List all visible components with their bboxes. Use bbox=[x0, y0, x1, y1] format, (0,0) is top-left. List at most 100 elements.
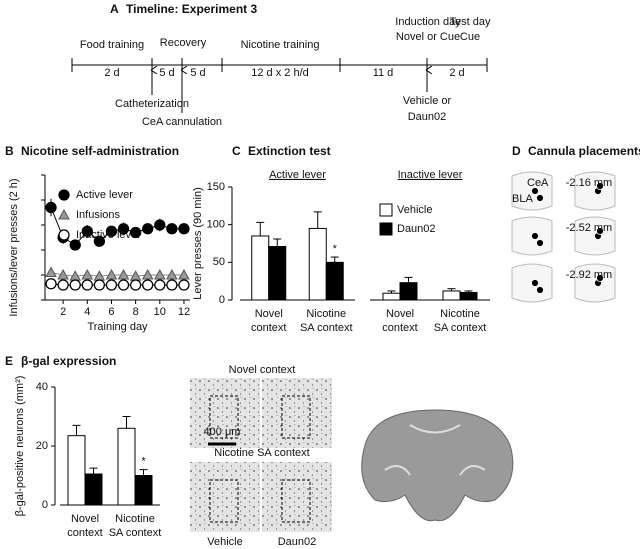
label: CeA cannulation bbox=[142, 116, 222, 128]
cannula-dot bbox=[596, 274, 604, 282]
micrograph bbox=[262, 462, 332, 532]
label: 2 bbox=[60, 306, 66, 318]
label: Cue bbox=[460, 31, 480, 43]
marker bbox=[58, 208, 70, 220]
label: BLA bbox=[512, 193, 533, 205]
label: E bbox=[5, 354, 13, 368]
marker bbox=[45, 266, 57, 277]
label: Cannula placements bbox=[528, 144, 640, 158]
label: 11 d bbox=[373, 67, 394, 79]
marker bbox=[153, 268, 166, 280]
label: 8 bbox=[133, 306, 139, 318]
label: 12 bbox=[178, 306, 190, 318]
marker bbox=[57, 279, 69, 291]
bar bbox=[268, 246, 287, 301]
label: 50 bbox=[213, 256, 225, 268]
marker bbox=[57, 268, 69, 280]
label: 0 bbox=[219, 294, 225, 306]
bar bbox=[67, 435, 86, 506]
label: Training day bbox=[87, 321, 148, 333]
label: Daun02 bbox=[397, 223, 436, 235]
marker bbox=[58, 229, 70, 241]
bar bbox=[382, 292, 401, 301]
cannula-dot bbox=[531, 232, 539, 240]
label: Novel bbox=[71, 513, 99, 525]
marker bbox=[81, 225, 93, 237]
label: Vehicle bbox=[397, 204, 432, 216]
marker bbox=[154, 219, 166, 231]
label: Lever presses (90 min) bbox=[192, 187, 204, 300]
marker bbox=[166, 223, 178, 235]
label: 0 bbox=[42, 499, 48, 511]
marker bbox=[129, 279, 142, 291]
marker bbox=[93, 235, 106, 247]
bar bbox=[117, 427, 136, 506]
label: 400 μm bbox=[204, 426, 241, 438]
marker bbox=[105, 279, 118, 291]
bar bbox=[134, 475, 153, 506]
micrograph bbox=[190, 378, 260, 448]
brain-detail bbox=[384, 424, 486, 476]
label: B bbox=[5, 144, 14, 158]
cannula-dot bbox=[536, 286, 544, 294]
marker bbox=[142, 223, 154, 235]
marker bbox=[45, 278, 57, 290]
label: Novel or Cue bbox=[396, 31, 460, 43]
label: Nicotine SA context bbox=[214, 447, 309, 459]
label: Extinction test bbox=[248, 144, 331, 158]
label: 5 d bbox=[159, 67, 174, 79]
label: -2.52 mm bbox=[566, 222, 612, 234]
label: β-gal expression bbox=[21, 354, 116, 368]
label: Nicotine self-administration bbox=[21, 144, 179, 158]
label: Novel bbox=[255, 308, 283, 320]
label: * bbox=[333, 243, 338, 255]
label: * bbox=[141, 456, 146, 468]
marker bbox=[69, 279, 81, 291]
cannula-dot bbox=[536, 239, 544, 247]
marker bbox=[93, 279, 106, 291]
label: Daun02 bbox=[408, 111, 447, 123]
label: 4 bbox=[84, 306, 90, 318]
bar bbox=[308, 227, 327, 301]
label: D bbox=[512, 144, 521, 158]
marker bbox=[178, 223, 190, 235]
label: C bbox=[232, 144, 241, 158]
bar bbox=[459, 291, 478, 301]
cannula-dot bbox=[536, 194, 544, 202]
label: Daun02 bbox=[278, 536, 317, 548]
label: Recovery bbox=[160, 37, 207, 49]
marker bbox=[105, 225, 118, 237]
label: context bbox=[382, 322, 417, 334]
bar bbox=[251, 235, 270, 301]
label: Induction day bbox=[395, 16, 461, 28]
marker bbox=[45, 201, 57, 214]
cannula-dot bbox=[531, 279, 539, 287]
marker bbox=[117, 268, 130, 280]
marker bbox=[81, 268, 94, 280]
micrograph bbox=[262, 378, 332, 448]
label: 150 bbox=[207, 181, 225, 193]
legend-swatch bbox=[379, 222, 393, 236]
label: 12 d x 2 h/d bbox=[251, 67, 309, 79]
label: Inactive lever bbox=[398, 169, 463, 181]
label: -2.16 mm bbox=[566, 177, 612, 189]
label: Nicotine bbox=[440, 308, 480, 320]
brain-section bbox=[361, 409, 514, 522]
label: context bbox=[251, 322, 286, 334]
series-line bbox=[50, 272, 184, 277]
marker bbox=[154, 279, 166, 291]
marker bbox=[178, 279, 190, 291]
label: SA context bbox=[300, 322, 353, 334]
label: 20 bbox=[36, 440, 48, 452]
cannula-dot bbox=[596, 227, 604, 235]
label: Nicotine bbox=[306, 308, 346, 320]
marker bbox=[81, 279, 93, 291]
label: Novel context bbox=[229, 364, 296, 376]
label: β-gal-positive neurons (mm²) bbox=[14, 376, 26, 517]
label: 5 d bbox=[190, 67, 205, 79]
label: -2.92 mm bbox=[566, 269, 612, 281]
label: 40 bbox=[36, 381, 48, 393]
label: 2 d bbox=[104, 67, 119, 79]
marker bbox=[117, 279, 130, 291]
label: 10 bbox=[154, 306, 166, 318]
